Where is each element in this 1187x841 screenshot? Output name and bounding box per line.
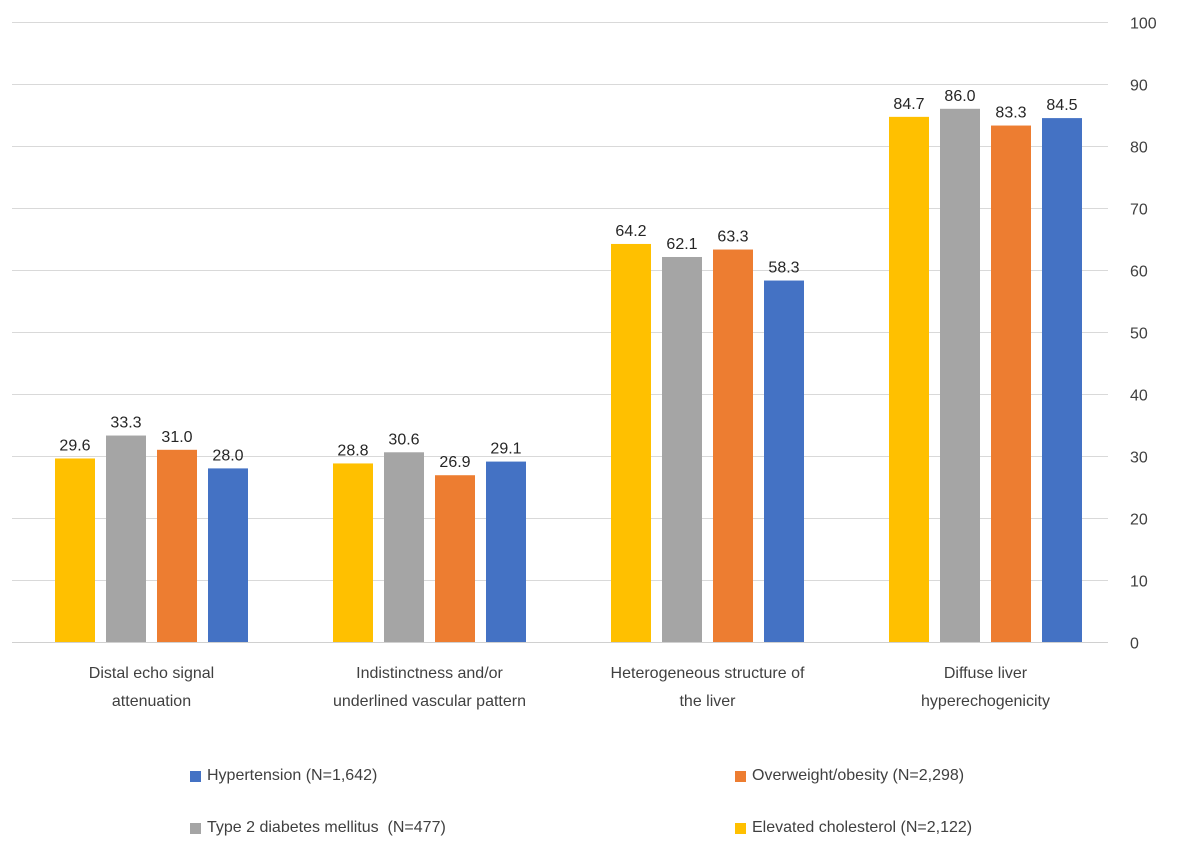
bar xyxy=(384,452,424,642)
data-label: 64.2 xyxy=(615,223,646,240)
data-label: 28.8 xyxy=(337,442,368,459)
data-label: 84.5 xyxy=(1046,97,1077,114)
data-labels: 29.6 33.3 31.0 28.0 28.8 30.6 26.9 29.1 64.2 62.1… xyxy=(59,88,1077,471)
x-tick-label: attenuation xyxy=(112,693,191,710)
data-label: 58.3 xyxy=(768,260,799,277)
bar xyxy=(713,249,753,643)
bar xyxy=(1042,118,1082,643)
bar xyxy=(106,435,146,642)
y-tick-label: 60 xyxy=(1130,264,1148,281)
bar xyxy=(435,475,475,642)
y-tick-label: 80 xyxy=(1130,140,1148,157)
x-tick-label: Diffuse liver xyxy=(944,665,1028,682)
y-tick-label: 10 xyxy=(1130,574,1148,591)
x-tick-label: Indistinctness and/or xyxy=(356,665,503,682)
y-tick-label: 40 xyxy=(1130,388,1148,405)
x-tick-label: hyperechogenicity xyxy=(921,693,1050,710)
data-label: 31.0 xyxy=(161,429,192,446)
bar xyxy=(889,116,929,643)
bar xyxy=(764,280,804,642)
y-tick-label: 30 xyxy=(1130,450,1148,467)
y-tick-label: 100 xyxy=(1130,16,1157,33)
data-label: 86.0 xyxy=(944,88,975,105)
x-tick-label: the liver xyxy=(679,693,736,710)
y-axis-ticks: 0 10 20 30 40 50 60 70 80 90 100 xyxy=(1130,16,1157,653)
x-tick-label: Heterogeneous structure of xyxy=(611,665,805,682)
data-label: 29.1 xyxy=(490,441,521,458)
data-label: 33.3 xyxy=(110,415,141,432)
bar xyxy=(333,463,373,642)
data-label: 26.9 xyxy=(439,454,470,471)
bar xyxy=(662,256,702,642)
y-tick-label: 0 xyxy=(1130,636,1139,653)
y-tick-label: 70 xyxy=(1130,202,1148,219)
x-tick-label: Distal echo signal xyxy=(89,665,214,682)
data-label: 62.1 xyxy=(666,236,697,253)
bar xyxy=(940,108,980,643)
data-label: 63.3 xyxy=(717,229,748,246)
data-label: 84.7 xyxy=(893,96,924,113)
y-tick-label: 20 xyxy=(1130,512,1148,529)
bar xyxy=(157,449,197,642)
data-label: 83.3 xyxy=(995,105,1026,122)
y-tick-label: 50 xyxy=(1130,326,1148,343)
bar xyxy=(208,468,248,642)
bar xyxy=(991,125,1031,643)
data-label: 30.6 xyxy=(388,431,419,448)
bar xyxy=(486,461,526,642)
x-tick-label: underlined vascular pattern xyxy=(333,693,526,710)
x-axis-labels: Distal echo signal attenuation Indistinctn… xyxy=(89,665,1050,710)
bars xyxy=(55,108,1082,643)
bar xyxy=(611,243,651,642)
data-label: 28.0 xyxy=(212,447,243,464)
y-tick-label: 90 xyxy=(1130,78,1148,95)
data-label: 29.6 xyxy=(59,437,90,454)
bar xyxy=(55,458,95,642)
